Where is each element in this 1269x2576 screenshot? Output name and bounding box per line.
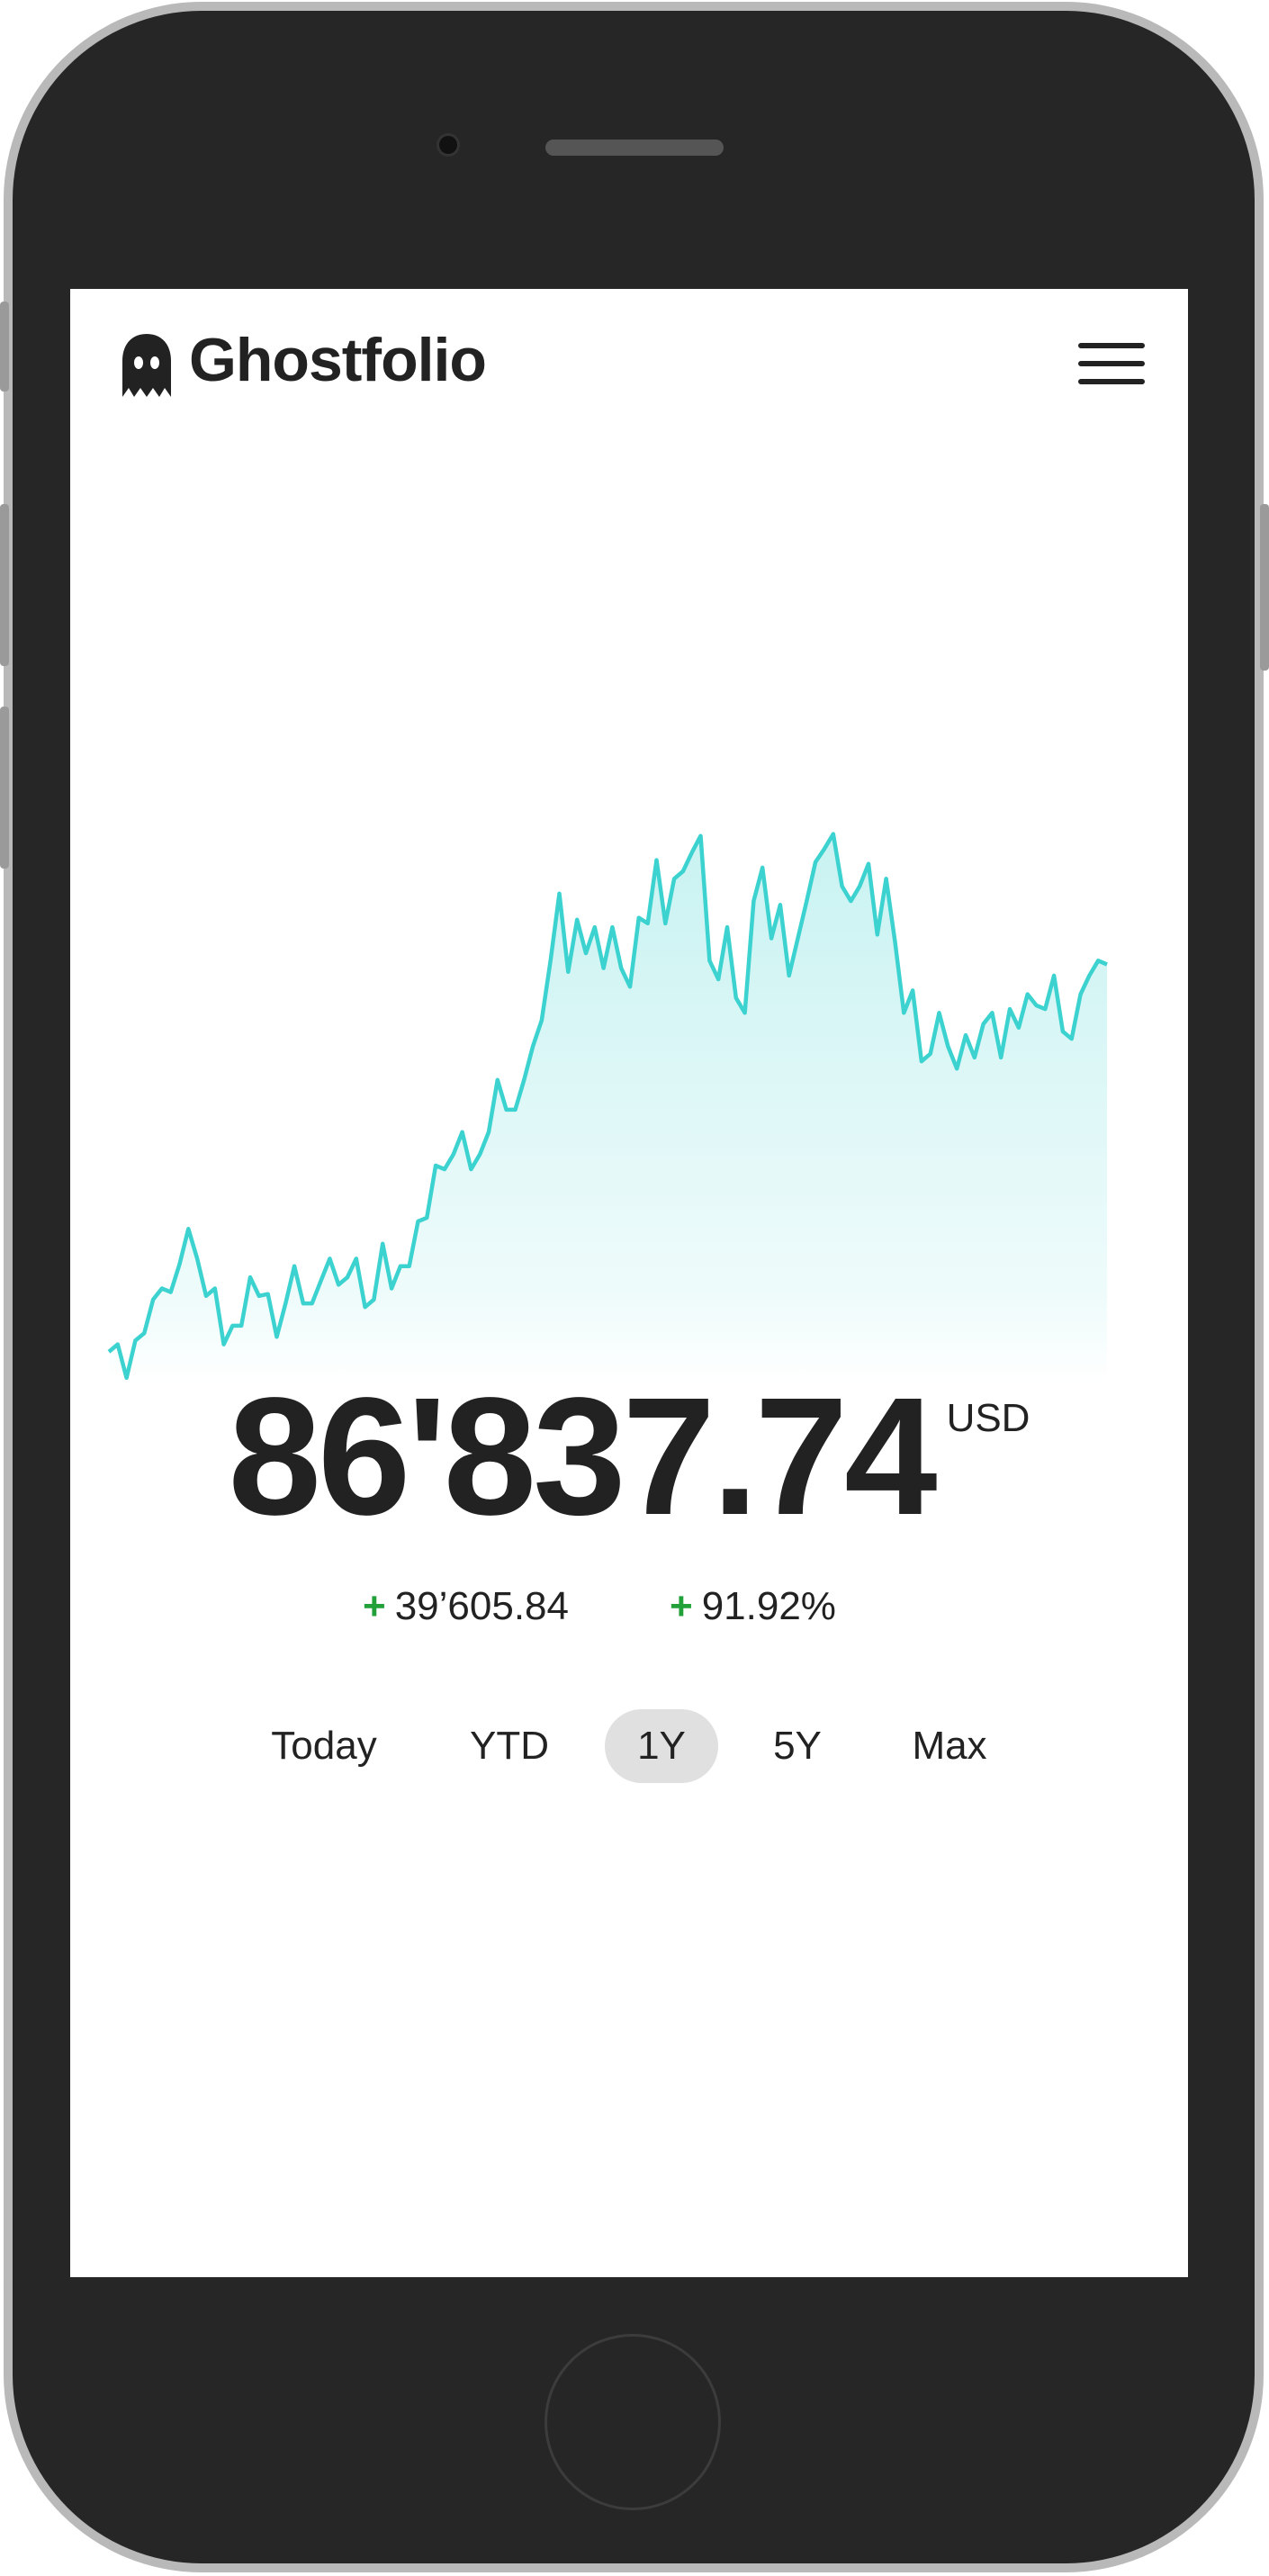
period-ytd[interactable]: YTD xyxy=(470,1724,549,1768)
portfolio-performance-chart xyxy=(107,832,1108,1383)
portfolio-value-container: 86'837.74 USD xyxy=(70,1374,1188,1541)
power-button xyxy=(1260,504,1269,671)
volume-up-button xyxy=(0,504,9,666)
chart-area-fill xyxy=(109,833,1107,1383)
period-1y[interactable]: 1Y xyxy=(605,1709,718,1783)
portfolio-value: 86'837.74 xyxy=(228,1364,938,1550)
currency-label: USD xyxy=(946,1396,1030,1440)
percent-change: +91.92% xyxy=(670,1583,836,1631)
absolute-change: +39’605.84 xyxy=(363,1583,569,1631)
period-max[interactable]: Max xyxy=(912,1724,987,1768)
change-sign: + xyxy=(363,1584,386,1628)
earpiece-speaker xyxy=(545,140,724,156)
volume-down-button xyxy=(0,707,9,869)
ghost-icon xyxy=(120,332,174,403)
change-sign: + xyxy=(670,1584,693,1628)
period-today[interactable]: Today xyxy=(271,1724,377,1768)
period-5y[interactable]: 5Y xyxy=(773,1724,822,1768)
app-screen: Ghostfolio 86'837.74 USD +39’605.84 +91.… xyxy=(70,289,1188,2277)
percent-change-value: 91.92% xyxy=(701,1584,836,1628)
hamburger-menu-icon[interactable] xyxy=(1078,343,1145,386)
home-button[interactable] xyxy=(544,2334,721,2510)
chart-series-line xyxy=(107,832,1108,1381)
app-title[interactable]: Ghostfolio xyxy=(189,326,487,394)
mute-switch xyxy=(0,302,9,392)
front-camera xyxy=(439,136,457,154)
absolute-change-value: 39’605.84 xyxy=(394,1584,569,1628)
